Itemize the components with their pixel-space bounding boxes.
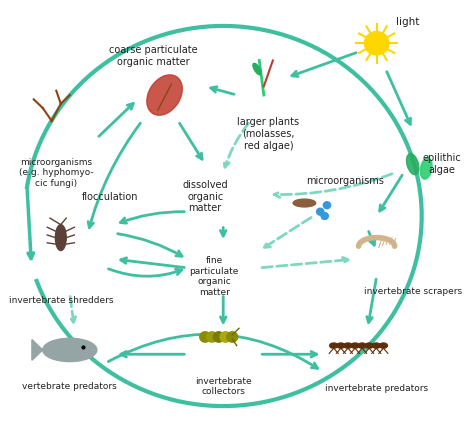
Ellipse shape	[337, 343, 345, 348]
Ellipse shape	[147, 75, 182, 115]
Ellipse shape	[351, 343, 359, 348]
Text: vertebrate predators: vertebrate predators	[23, 382, 117, 391]
Ellipse shape	[253, 64, 261, 75]
Ellipse shape	[379, 343, 388, 348]
Ellipse shape	[365, 343, 373, 348]
Ellipse shape	[293, 199, 316, 207]
Text: invertebrate predators: invertebrate predators	[325, 384, 428, 393]
Ellipse shape	[358, 343, 366, 348]
Circle shape	[321, 213, 329, 219]
Text: microorganisms: microorganisms	[306, 176, 384, 187]
Ellipse shape	[329, 343, 338, 348]
Text: epilithic
algae: epilithic algae	[422, 153, 462, 175]
Circle shape	[323, 202, 330, 209]
Circle shape	[213, 332, 224, 342]
Text: invertebrate shredders: invertebrate shredders	[8, 296, 113, 305]
Ellipse shape	[55, 225, 66, 251]
Circle shape	[200, 332, 211, 342]
Polygon shape	[32, 340, 43, 360]
Ellipse shape	[421, 158, 432, 179]
Text: microorganisms
(e.g. hyphomyo-
cic fungi): microorganisms (e.g. hyphomyo- cic fungi…	[19, 158, 93, 187]
Ellipse shape	[372, 343, 380, 348]
Ellipse shape	[406, 154, 419, 175]
Text: fine
particulate
organic
matter: fine particulate organic matter	[189, 256, 239, 297]
Text: invertebrate
collectors: invertebrate collectors	[195, 377, 252, 396]
Text: invertebrate scrapers: invertebrate scrapers	[363, 287, 462, 296]
Ellipse shape	[43, 338, 97, 362]
Text: flocculation: flocculation	[82, 191, 139, 202]
Text: coarse particulate
organic matter: coarse particulate organic matter	[109, 45, 198, 67]
Ellipse shape	[344, 343, 352, 348]
Circle shape	[220, 332, 231, 342]
Text: light: light	[396, 16, 420, 27]
Circle shape	[207, 332, 217, 342]
Circle shape	[317, 208, 324, 215]
Circle shape	[364, 32, 389, 55]
Circle shape	[227, 332, 237, 342]
Text: dissolved
organic
matter: dissolved organic matter	[182, 180, 228, 213]
Text: larger plants
(molasses,
red algae): larger plants (molasses, red algae)	[237, 118, 299, 150]
